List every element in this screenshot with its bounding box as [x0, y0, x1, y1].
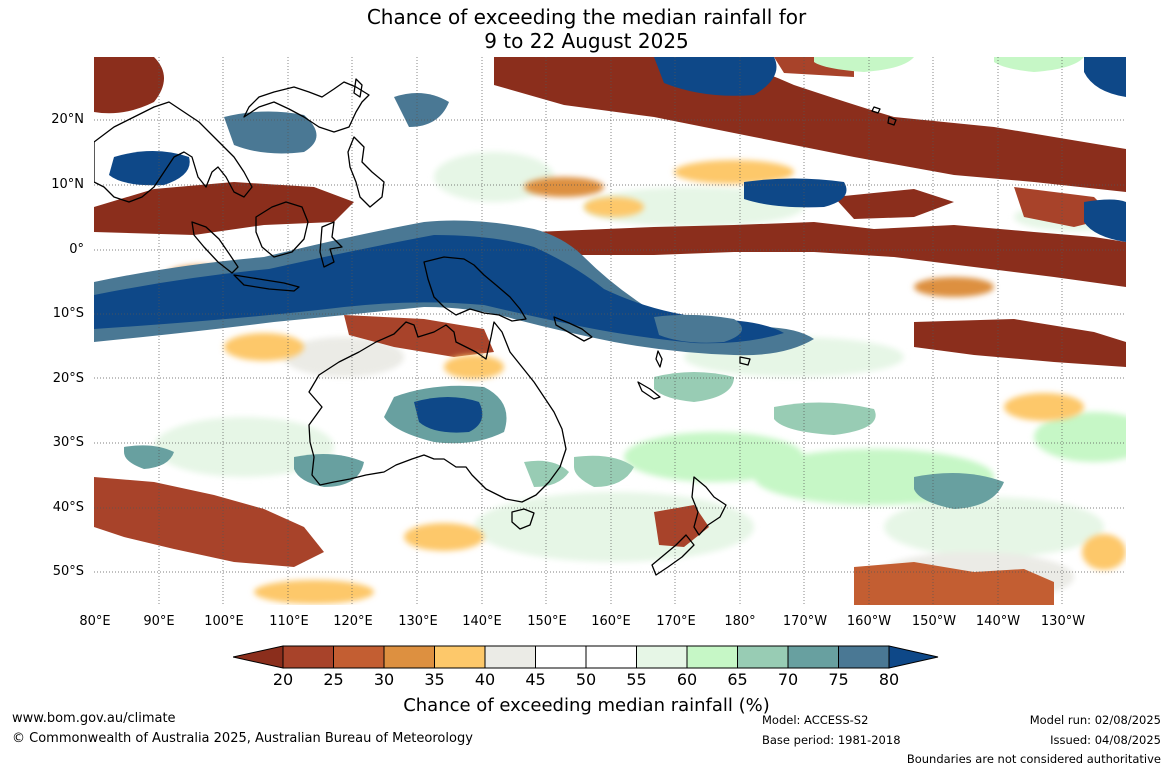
colorbar-bin-20-25 — [282, 645, 334, 669]
hawaii-coast — [871, 106, 897, 126]
colorbar-label: Chance of exceeding median rainfall (%) — [403, 695, 770, 716]
dry-anomaly-regions — [94, 57, 1126, 605]
colorbar-tick-20: 20 — [272, 670, 294, 689]
lat-label-30s: 30°S — [52, 435, 84, 450]
new-guinea-coast — [423, 256, 527, 322]
colorbar-tick-60: 60 — [676, 670, 698, 689]
lon-label-150e: 150°E — [527, 614, 567, 629]
lon-label-170w: 170°W — [782, 614, 828, 629]
lat-label-10s: 10°S — [52, 306, 84, 321]
colorbar-bin-65-70 — [737, 645, 789, 669]
lon-label-160w: 160°W — [846, 614, 892, 629]
lat-label-50s: 50°S — [52, 564, 84, 579]
colorbar-bin-35-40 — [434, 645, 486, 669]
fiji-coast — [739, 356, 751, 366]
lon-label-130w: 130°W — [1040, 614, 1086, 629]
lon-label-80e: 80°E — [79, 614, 111, 629]
solomon-coast — [553, 316, 593, 342]
indochina-coast — [243, 81, 370, 133]
colorbar-tick-65: 65 — [727, 670, 748, 689]
coastlines — [94, 78, 897, 576]
colorbar-tick-45: 45 — [525, 670, 546, 689]
sulawesi-coast — [319, 221, 343, 268]
lon-label-120e: 120°E — [333, 614, 373, 629]
colorbar-bin-70-75 — [787, 645, 839, 669]
colorbar-tick-50: 50 — [575, 670, 597, 689]
website-link[interactable]: www.bom.gov.au/climate — [12, 711, 176, 726]
colorbar-tick-25: 25 — [323, 670, 344, 689]
wet-anomaly-regions — [94, 57, 1126, 509]
vanuatu-coast — [655, 350, 663, 368]
colorbar-tick-30: 30 — [373, 670, 395, 689]
colorbar-arrow-high — [888, 645, 939, 669]
colorbar-tick-80: 80 — [878, 670, 900, 689]
colorbar-bin-75-80 — [838, 645, 890, 669]
lon-label-150w: 150°W — [911, 614, 957, 629]
lon-label-160e: 160°E — [591, 614, 631, 629]
lon-label-180: 180° — [724, 614, 756, 629]
lon-label-140e: 140°E — [462, 614, 502, 629]
colorbar-bin-50-55 — [585, 645, 637, 669]
base-period-text: Base period: 1981-2018 — [762, 733, 901, 747]
lat-label-0: 0° — [69, 242, 84, 257]
colorbar-bin-30-35 — [383, 645, 435, 669]
issued-text: Issued: 04/08/2025 — [1050, 733, 1161, 747]
map-title-line-1: Chance of exceeding the median rainfall … — [366, 5, 807, 29]
colorbar-tick-70: 70 — [777, 670, 799, 689]
asia-mainland-coast — [94, 101, 253, 203]
graticule — [94, 57, 1126, 605]
lat-label-20s: 20°S — [52, 371, 84, 386]
lat-label-20n: 20°N — [51, 112, 84, 127]
rainfall-map — [94, 57, 1126, 605]
new-zealand-south-coast — [651, 534, 695, 576]
colorbar-arrow-low — [233, 645, 284, 669]
colorbar-bin-25-30 — [333, 645, 385, 669]
colorbar-tick-55: 55 — [626, 670, 647, 689]
borneo-coast — [255, 201, 309, 258]
map-title-line-2: 9 to 22 August 2025 — [484, 29, 689, 53]
taiwan-coast — [353, 78, 363, 98]
rainfall-map-svg — [94, 57, 1126, 605]
lat-label-10n: 10°N — [51, 177, 84, 192]
model-run-text: Model run: 02/08/2025 — [1029, 713, 1161, 727]
colorbar-bin-40-45 — [484, 645, 536, 669]
colorbar-bin-60-65 — [686, 645, 738, 669]
new-caledonia-coast — [637, 381, 661, 400]
java-coast — [233, 274, 300, 292]
colorbar-tick-75: 75 — [828, 670, 849, 689]
boundaries-note: Boundaries are not considered authoritat… — [906, 752, 1161, 766]
colorbar-tick-40: 40 — [474, 670, 496, 689]
philippines-coast — [347, 136, 385, 208]
lon-label-100e: 100°E — [204, 614, 244, 629]
lon-label-90e: 90°E — [143, 614, 175, 629]
copyright-text: © Commonwealth of Australia 2025, Austra… — [12, 731, 473, 746]
lon-label-170e: 170°E — [656, 614, 696, 629]
lon-label-110e: 110°E — [269, 614, 309, 629]
tasmania-coast — [511, 508, 535, 530]
sumatra-coast — [191, 221, 239, 274]
lon-label-140w: 140°W — [975, 614, 1021, 629]
colorbar-bin-45-50 — [535, 645, 587, 669]
australia-coast — [308, 321, 567, 503]
lon-label-130e: 130°E — [398, 614, 438, 629]
new-zealand-north-coast — [691, 476, 727, 536]
colorbar — [233, 645, 939, 669]
lat-label-40s: 40°S — [52, 500, 84, 515]
model-text: Model: ACCESS-S2 — [762, 713, 869, 727]
colorbar-bin-55-60 — [636, 645, 688, 669]
colorbar-tick-35: 35 — [424, 670, 445, 689]
